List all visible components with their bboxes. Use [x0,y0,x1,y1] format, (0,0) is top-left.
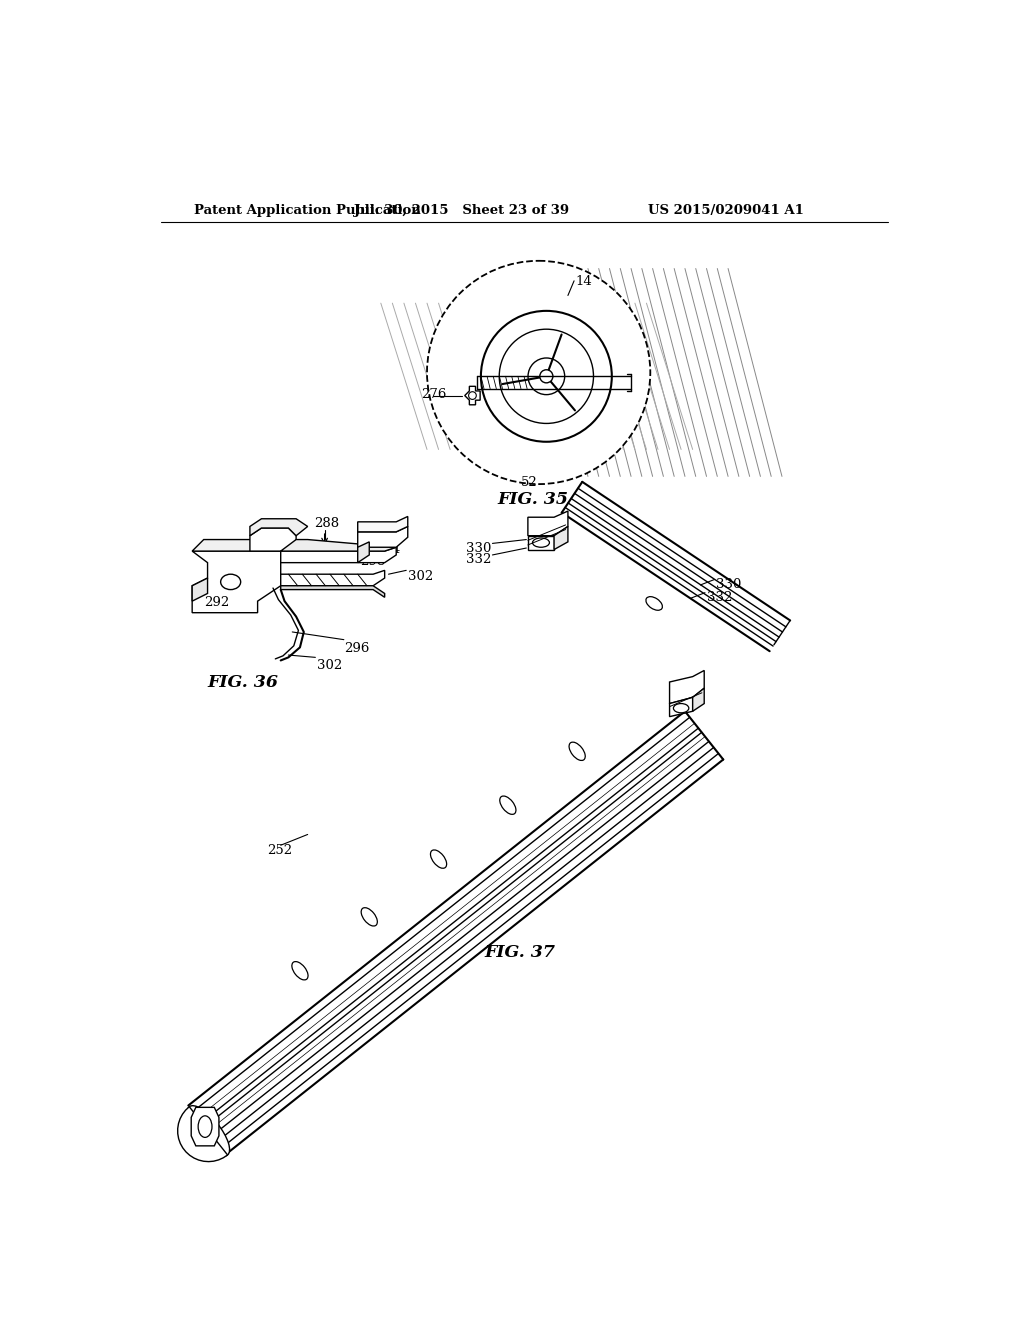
Ellipse shape [430,850,446,869]
Text: Jul. 30, 2015   Sheet 23 of 39: Jul. 30, 2015 Sheet 23 of 39 [354,205,569,218]
Text: 288: 288 [313,516,339,529]
Text: 298: 298 [360,554,385,568]
Circle shape [481,312,611,442]
Ellipse shape [220,574,241,590]
Text: 276: 276 [421,388,446,401]
Circle shape [469,392,476,400]
Text: 294: 294 [376,544,400,557]
Polygon shape [554,527,568,549]
Ellipse shape [198,1115,212,1138]
Circle shape [540,370,553,383]
Polygon shape [357,516,408,532]
Polygon shape [193,540,292,552]
Polygon shape [193,578,208,601]
Polygon shape [465,387,480,405]
Circle shape [500,329,594,424]
Text: 252: 252 [267,843,293,857]
Text: 332: 332 [707,591,732,605]
Ellipse shape [427,261,650,484]
Polygon shape [528,511,568,536]
Text: 332: 332 [466,553,490,566]
Polygon shape [281,548,396,562]
Polygon shape [193,552,281,612]
Polygon shape [357,543,370,562]
Ellipse shape [532,539,550,548]
Polygon shape [281,586,385,597]
Text: 14: 14 [575,275,592,288]
Polygon shape [250,528,296,552]
Text: 292: 292 [204,595,229,609]
Ellipse shape [187,1106,229,1156]
Polygon shape [281,540,396,552]
Ellipse shape [646,597,663,610]
Circle shape [528,358,564,395]
Text: 52: 52 [521,477,538,490]
Polygon shape [281,570,385,586]
Text: 302: 302 [316,659,342,672]
Polygon shape [670,697,692,717]
Ellipse shape [674,704,689,713]
Ellipse shape [569,742,586,760]
Text: 330: 330 [716,578,741,591]
Text: FIG. 35: FIG. 35 [497,491,568,508]
Ellipse shape [361,908,378,927]
Text: FIG. 36: FIG. 36 [208,675,279,692]
Polygon shape [250,519,307,536]
Text: FIG. 37: FIG. 37 [484,944,556,961]
Text: 296: 296 [345,642,370,655]
Text: 330: 330 [466,543,490,554]
Ellipse shape [292,961,308,979]
Polygon shape [528,536,554,549]
Polygon shape [191,1107,219,1146]
Ellipse shape [500,796,516,814]
Polygon shape [692,688,705,711]
Text: 302: 302 [408,570,433,583]
Polygon shape [178,1106,227,1162]
Polygon shape [357,527,408,548]
Text: US 2015/0209041 A1: US 2015/0209041 A1 [648,205,804,218]
Polygon shape [670,671,705,704]
Text: Patent Application Publication: Patent Application Publication [194,205,421,218]
